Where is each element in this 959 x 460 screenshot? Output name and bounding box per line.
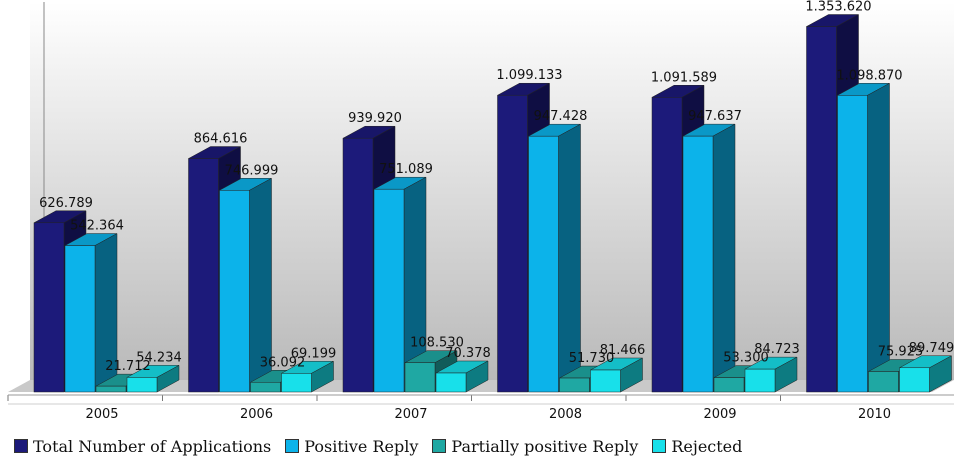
data-label: 751.089 [379, 162, 433, 177]
x-tick-label: 2010 [858, 407, 891, 422]
legend-swatch [14, 439, 28, 453]
data-label: 1.353.620 [805, 0, 871, 15]
bar-front-face [868, 371, 899, 393]
data-label: 947.637 [688, 109, 742, 124]
x-tick-label: 2006 [240, 407, 273, 422]
bar-2010-3 [899, 355, 952, 393]
legend-item: Rejected [652, 437, 742, 456]
bar-front-face [126, 377, 158, 393]
bar-front-face [33, 222, 65, 393]
data-label: 54.234 [136, 350, 182, 365]
bar-2005-3 [126, 364, 180, 393]
data-label: 84.723 [754, 342, 800, 357]
legend-item: Partially positive Reply [432, 437, 638, 456]
data-label: 51.730 [569, 351, 615, 366]
data-label: 1.099.133 [496, 68, 562, 83]
legend-label: Rejected [671, 436, 743, 456]
bar-2007-3 [435, 360, 489, 393]
bar-front-face [435, 372, 467, 393]
data-label: 947.428 [534, 109, 588, 124]
plot-back-wall [30, 2, 954, 380]
bar-front-face [682, 135, 714, 393]
bar-2006-3 [281, 360, 334, 393]
data-label: 939.920 [348, 111, 402, 126]
bar-2010-1 [837, 82, 890, 393]
bar-front-face [806, 26, 837, 393]
data-label: 746.999 [225, 163, 279, 178]
data-label: 108.530 [410, 336, 464, 351]
data-label: 53.300 [723, 351, 769, 366]
bar-2005-1 [64, 233, 118, 393]
data-label: 542.364 [70, 219, 124, 234]
data-label: 1.098.870 [836, 68, 902, 83]
legend-item: Total Number of Applications [14, 437, 271, 456]
data-label: 21.712 [105, 359, 151, 374]
legend-label: Total Number of Applications [33, 436, 272, 456]
bar-front-face [559, 377, 590, 393]
legend-swatch [432, 439, 447, 453]
bar-front-face [744, 368, 776, 393]
x-tick-label: 2008 [549, 407, 582, 422]
bar-front-face [95, 385, 127, 393]
bar-2009-3 [744, 356, 798, 393]
bar-front-face [590, 369, 621, 393]
data-label: 626.789 [39, 196, 93, 211]
data-label: 864.616 [194, 132, 248, 147]
bar-front-face [837, 95, 868, 393]
x-tick-label: 2009 [703, 407, 736, 422]
data-label: 75.925 [878, 345, 924, 360]
x-tick-label: 2005 [85, 407, 118, 422]
bar-2008-1 [528, 123, 581, 393]
bar-2006-1 [219, 177, 272, 393]
data-label: 89.749 [909, 341, 955, 356]
bar-front-face [404, 362, 436, 393]
data-label: 69.199 [291, 346, 337, 361]
legend-swatch [285, 439, 300, 453]
bar-2009-1 [682, 123, 736, 393]
legend-swatch [652, 439, 667, 453]
data-label: 36.092 [260, 355, 306, 370]
bar-front-face [219, 190, 250, 393]
bar-front-face [713, 377, 745, 393]
bar-front-face [651, 97, 683, 393]
bar-front-face [528, 135, 559, 393]
legend-label: Partially positive Reply [451, 436, 639, 456]
bar-front-face [188, 158, 219, 393]
x-tick-label: 2007 [394, 407, 427, 422]
bar-front-face [497, 94, 528, 393]
chart-legend: Total Number of Applications Positive Rep… [14, 435, 742, 457]
bar-front-face [373, 188, 405, 393]
data-label: 1.091.589 [651, 70, 717, 85]
bar-front-face [899, 367, 930, 393]
bar-front-face [64, 245, 96, 393]
bar-2008-3 [590, 357, 643, 393]
bar-front-face [342, 137, 374, 393]
data-label: 81.466 [600, 343, 646, 358]
bar-2007-1 [373, 176, 427, 393]
data-label: 70.378 [445, 346, 491, 361]
legend-item: Positive Reply [285, 437, 418, 456]
legend-label: Positive Reply [304, 436, 419, 456]
bar-front-face [281, 373, 312, 393]
bar-front-face [250, 382, 281, 393]
